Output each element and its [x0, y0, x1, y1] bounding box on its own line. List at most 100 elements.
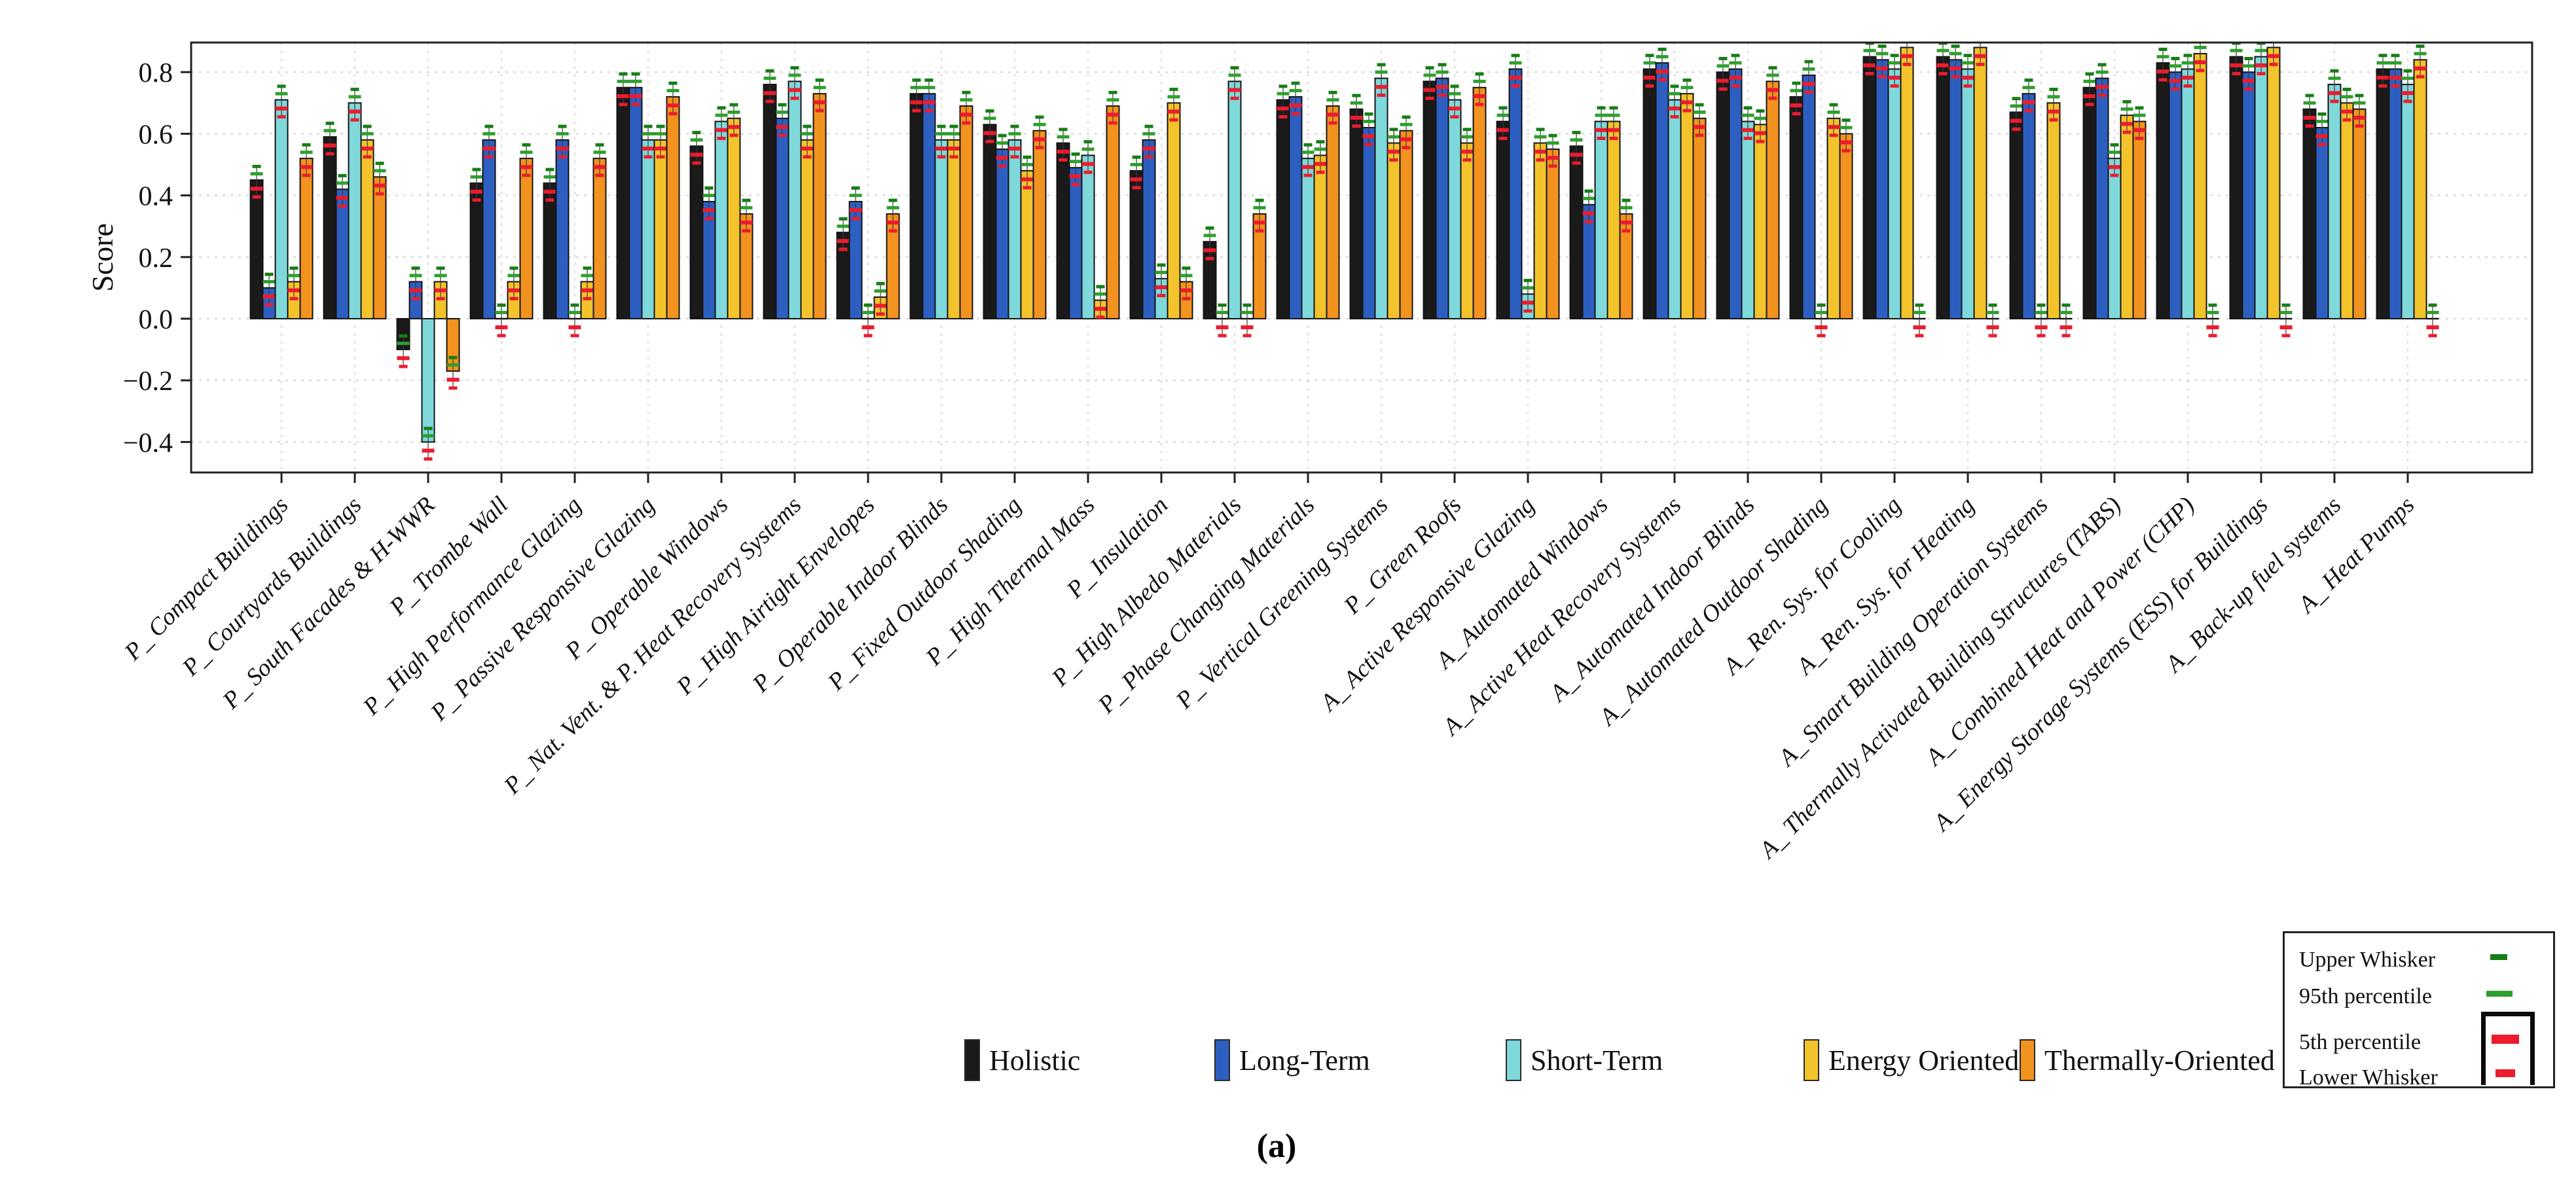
lower-whisker-marker	[583, 296, 592, 300]
lower-whisker-marker	[2416, 75, 2425, 79]
bar	[2229, 56, 2243, 320]
lower-whisker-marker	[252, 195, 261, 199]
bar	[616, 86, 630, 319]
p5-marker	[520, 165, 533, 169]
upper-whisker-marker	[1963, 54, 1972, 58]
p95-marker	[2426, 311, 2439, 315]
p95-marker	[470, 175, 483, 179]
p5-marker	[2194, 60, 2207, 65]
p95-marker	[1986, 311, 1999, 315]
bar	[1606, 120, 1621, 319]
series-short-term	[274, 43, 2415, 461]
bar	[1081, 154, 1095, 319]
lower-whisker-marker	[1377, 94, 1386, 98]
p95-marker	[1142, 132, 1155, 135]
upper-whisker-marker	[876, 281, 885, 285]
bar	[519, 158, 534, 319]
p95-marker	[1582, 196, 1595, 200]
p5-marker	[2389, 75, 2402, 80]
p95-marker	[886, 205, 899, 209]
upper-whisker-marker	[1768, 66, 1777, 70]
upper-whisker-marker	[1438, 63, 1447, 67]
bar	[1655, 62, 1669, 319]
bar	[2168, 71, 2183, 319]
upper-whisker-marker	[2135, 106, 2144, 110]
subfigure-caption: (a)	[1256, 1128, 1297, 1165]
p5-marker	[874, 304, 887, 308]
lower-whisker-marker	[277, 115, 286, 118]
lower-whisker-marker	[411, 296, 420, 300]
bar	[592, 158, 607, 319]
lower-whisker-marker	[2342, 118, 2351, 122]
p95-marker	[862, 311, 875, 315]
bar	[947, 139, 961, 319]
p95-marker	[2059, 311, 2073, 315]
p5-marker	[1900, 54, 1914, 58]
upper-whisker-marker	[1597, 106, 1606, 110]
upper-whisker-marker	[949, 124, 958, 128]
bar	[1167, 102, 1181, 320]
bar	[2132, 120, 2147, 319]
p5-marker	[849, 208, 862, 213]
lower-whisker-marker	[497, 334, 506, 338]
lower-whisker-marker	[2024, 109, 2033, 113]
p5-marker	[1423, 88, 1436, 92]
bar	[2388, 68, 2403, 320]
lower-whisker-marker	[325, 152, 335, 156]
p95-marker	[1289, 88, 1302, 92]
p95-marker	[300, 151, 313, 154]
p95-marker	[813, 86, 826, 90]
p5-marker	[1888, 75, 1901, 80]
bar	[1716, 71, 1730, 319]
upper-whisker-marker	[912, 78, 921, 82]
p5-marker	[1790, 103, 1803, 108]
lower-whisker-marker	[1951, 75, 1960, 79]
p5-marker	[361, 147, 374, 151]
p5-marker	[2169, 79, 2182, 83]
upper-whisker-marker	[325, 121, 335, 125]
p5-marker	[2206, 325, 2219, 330]
bar	[299, 158, 314, 319]
whisker-legend-label: 95th percentile	[2299, 984, 2432, 1008]
p95-marker	[1570, 138, 1583, 142]
legend-label: Holistic	[989, 1044, 1081, 1077]
whisker-legend-label: Lower Whisker	[2299, 1065, 2438, 1090]
upper-whisker-marker	[2244, 56, 2253, 60]
lower-whisker-marker	[424, 457, 433, 461]
upper-whisker-marker	[522, 143, 531, 147]
p95-marker	[1081, 147, 1095, 151]
upper-whisker-marker	[1622, 198, 1631, 202]
bar	[1692, 117, 1707, 319]
p95-marker	[520, 151, 533, 154]
p95-marker	[1094, 292, 1107, 296]
y-tick-label: −0.4	[123, 428, 173, 458]
upper-whisker-marker	[2403, 69, 2412, 73]
bar	[1326, 105, 1340, 319]
lower-whisker-marker	[2110, 173, 2119, 177]
p5-marker	[2340, 109, 2353, 114]
bar	[1839, 133, 1853, 319]
upper-whisker-marker	[888, 198, 898, 202]
lower-whisker-marker	[790, 96, 799, 100]
series-long-term	[262, 45, 2403, 338]
lower-whisker-marker	[595, 173, 604, 177]
lower-whisker-marker	[1756, 139, 1765, 143]
p95-marker	[446, 363, 460, 367]
upper-whisker-marker	[998, 134, 1007, 137]
legend-swatch-icon	[1214, 1039, 1230, 1081]
bar-outline-icon	[2481, 1012, 2535, 1085]
lower-whisker-marker	[2097, 94, 2107, 98]
bar	[909, 93, 924, 319]
upper-whisker-marker	[1951, 45, 1960, 48]
p5-marker	[287, 288, 300, 293]
p95-marker	[1362, 120, 1375, 124]
bar	[1533, 142, 1548, 319]
y-tick-label: 0.0	[139, 305, 173, 335]
p95-marker	[1815, 311, 1828, 315]
upper-whisker-marker	[1792, 81, 1801, 85]
bar	[1056, 142, 1070, 319]
p5-marker	[801, 147, 814, 151]
p95-marker	[801, 132, 814, 135]
upper-whisker-marker	[1572, 131, 1581, 135]
p5-marker	[470, 189, 483, 194]
